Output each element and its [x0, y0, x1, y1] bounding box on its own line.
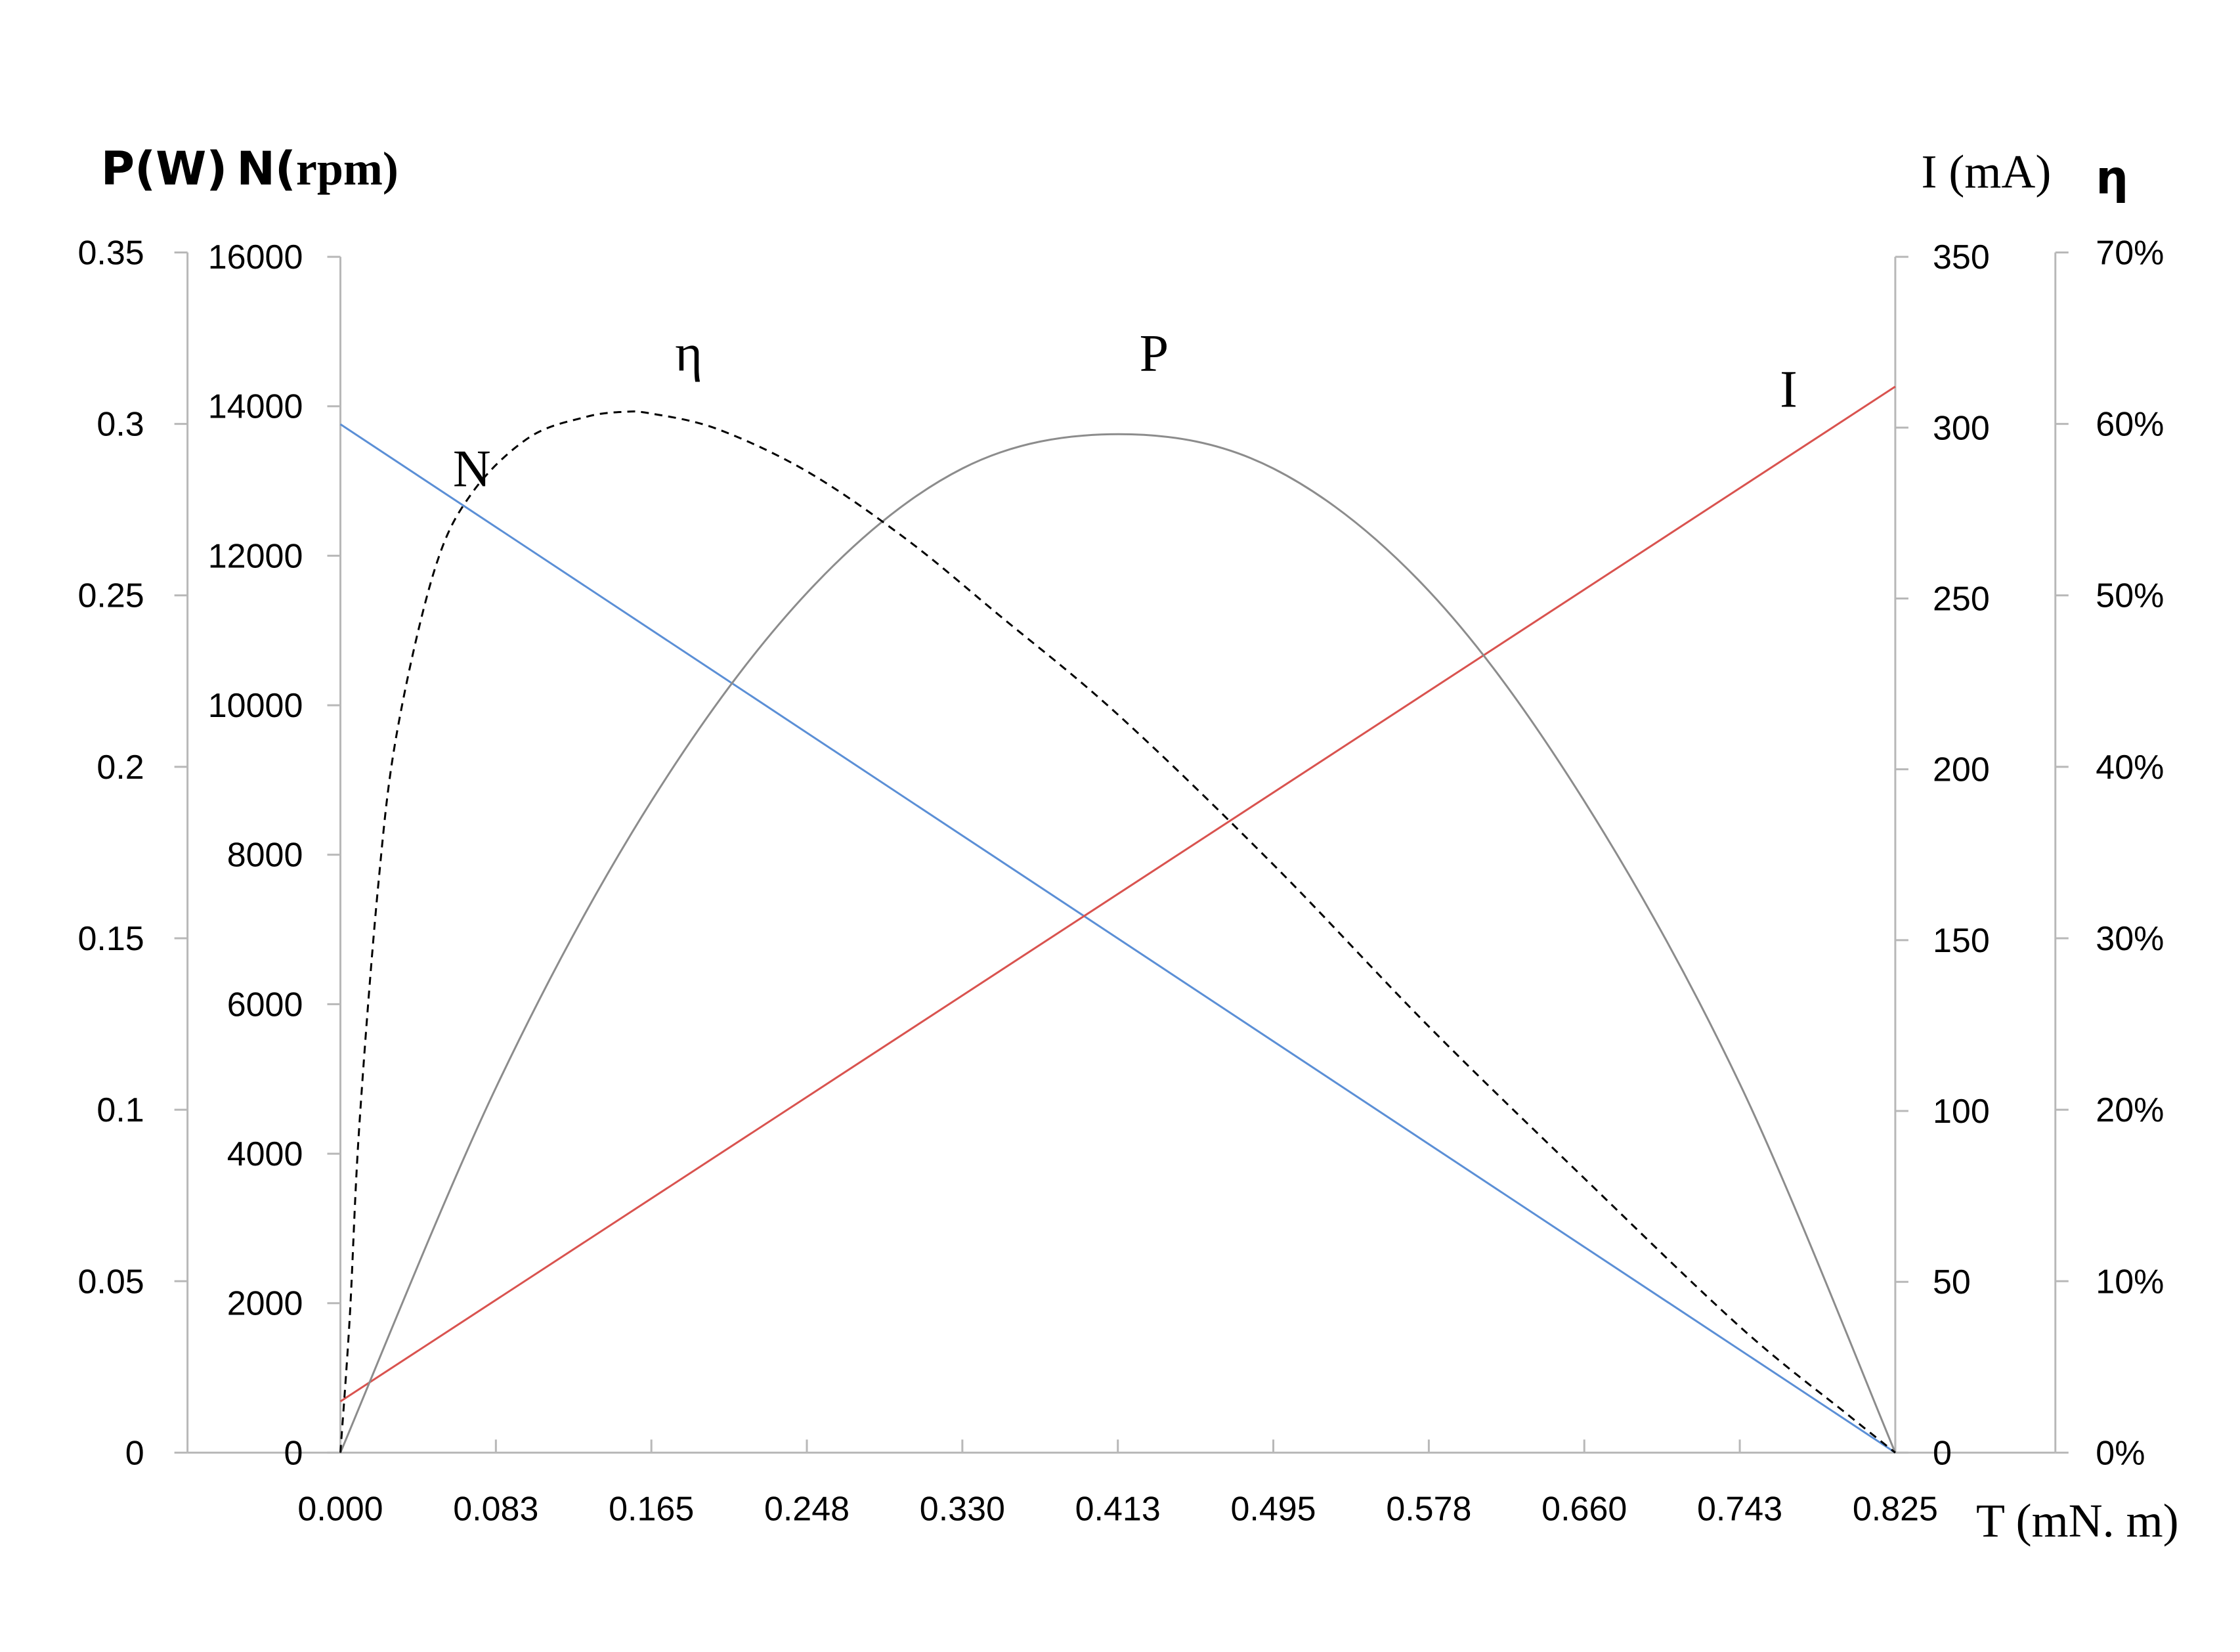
curve-label-eta: η	[675, 325, 702, 383]
efficiency-tick-label: 10%	[2096, 1263, 2164, 1301]
current-tick-label: 350	[1933, 238, 1990, 276]
efficiency-tick-label: 20%	[2096, 1091, 2164, 1129]
speed-axis-title: N(rpm)	[236, 142, 398, 196]
efficiency-tick-label: 70%	[2096, 234, 2164, 272]
x-tick-label: 0.248	[764, 1490, 850, 1529]
x-tick-label: 0.743	[1697, 1490, 1782, 1529]
current-tick-label: 100	[1933, 1093, 1990, 1131]
current-tick-label: 300	[1933, 409, 1990, 447]
speed-tick-label: 10000	[208, 687, 303, 725]
x-tick-label: 0.825	[1853, 1490, 1938, 1529]
x-axis-title: T (mN. m)	[1976, 1494, 2179, 1547]
tick-labels: 0.35 0.3 0.25 0.2 0.15 0.1 0.05 0 16000 14000 1200…	[77, 0, 2178, 1547]
series-line-eta	[339, 410, 1896, 1454]
curve-labels: N I Pη	[453, 325, 1798, 498]
x-tick-label: 0.000	[297, 1490, 383, 1529]
top-partial-text: ...	[678, 0, 706, 5]
curve-label-i: I	[1780, 361, 1798, 419]
current-tick-label: 50	[1933, 1263, 1971, 1301]
power-tick-label: 0.3	[97, 406, 144, 444]
x-tick-label: 0.165	[609, 1490, 694, 1529]
x-tick-label: 0.413	[1075, 1490, 1161, 1529]
series-line-n	[339, 423, 1896, 1454]
power-axis-title: P(W)	[101, 142, 228, 196]
series-line-p	[339, 433, 1897, 1453]
speed-tick-label: 4000	[227, 1135, 303, 1173]
axes	[174, 251, 2069, 1454]
speed-tick-label: 8000	[227, 837, 303, 875]
power-tick-label: 0.35	[77, 234, 144, 272]
curve-label-n: N	[453, 440, 491, 498]
power-tick-label: 0	[125, 1434, 144, 1472]
current-tick-label: 150	[1933, 922, 1990, 960]
current-tick-label: 250	[1933, 580, 1990, 618]
x-tick-label: 0.578	[1386, 1490, 1471, 1529]
power-tick-label: 0.1	[97, 1091, 144, 1129]
x-tick-label: 0.495	[1230, 1490, 1316, 1529]
efficiency-tick-label: 50%	[2096, 577, 2164, 615]
x-tick-label: 0.330	[920, 1490, 1005, 1529]
speed-tick-label: 0	[284, 1434, 303, 1472]
series-lines	[339, 385, 1897, 1454]
x-tick-label: 0.083	[453, 1490, 538, 1529]
speed-tick-label: 2000	[227, 1285, 303, 1323]
speed-tick-label: 14000	[208, 388, 303, 426]
current-tick-label: 0	[1933, 1434, 1952, 1472]
power-tick-label: 0.15	[77, 920, 144, 958]
current-tick-label: 200	[1933, 751, 1990, 789]
x-tick-label: 0.660	[1541, 1490, 1627, 1529]
efficiency-tick-label: 0%	[2096, 1434, 2145, 1472]
power-tick-label: 0.05	[77, 1263, 144, 1301]
speed-tick-label: 12000	[208, 537, 303, 575]
efficiency-tick-label: 60%	[2096, 406, 2164, 444]
speed-tick-label: 6000	[227, 986, 303, 1024]
current-axis-title: I (mA)	[1921, 146, 2051, 198]
efficiency-tick-label: 40%	[2096, 749, 2164, 787]
power-tick-label: 0.25	[77, 577, 144, 615]
series-line-i	[339, 385, 1896, 1402]
speed-axis-title-unit: rpm)	[296, 142, 398, 195]
efficiency-tick-label: 30%	[2096, 920, 2164, 958]
curve-label-p: P	[1140, 325, 1169, 383]
efficiency-axis-title: η	[2096, 150, 2128, 204]
speed-tick-label: 16000	[208, 238, 303, 276]
power-tick-label: 0.2	[97, 749, 144, 787]
